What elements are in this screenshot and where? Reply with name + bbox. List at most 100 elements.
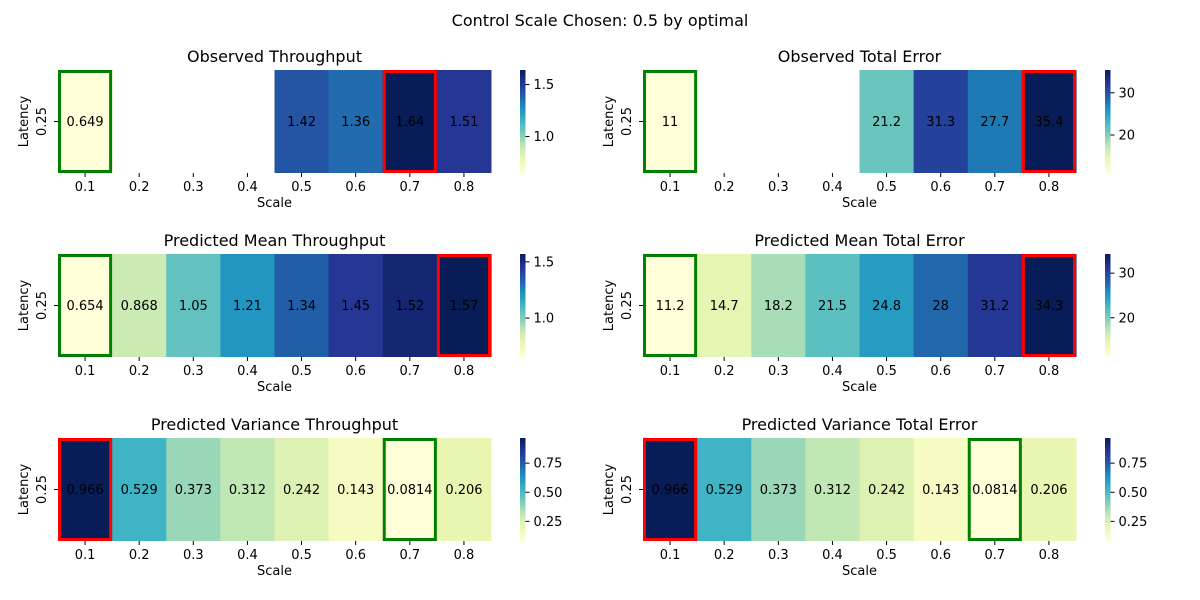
colorbar-segment [520, 346, 526, 350]
colorbar-segment [520, 136, 526, 141]
colorbar-segment [1105, 139, 1111, 143]
colorbar-segment [520, 486, 526, 491]
cell-value-label: 1.34 [287, 299, 316, 314]
figure-suptitle: Control Scale Chosen: 0.5 by optimal [452, 11, 749, 30]
cell-value-label: 1.21 [233, 299, 262, 314]
heatmap-cell [1021, 438, 1077, 541]
heatmap-cell [859, 438, 915, 541]
colorbar-segment [520, 85, 526, 89]
colorbar-segment [520, 341, 526, 345]
colorbar-segment [520, 154, 526, 159]
colorbar-segment [1105, 461, 1111, 465]
heatmap-panel: 11 21.2 31.3 27.7 35.4 Observed Total Error 0.… [602, 47, 1135, 211]
colorbar-segment [1105, 310, 1111, 314]
cell-value-label: 0.966 [66, 483, 103, 498]
colorbar-tick-label: 20 [1119, 311, 1136, 326]
colorbar-segment [1105, 354, 1111, 358]
panel-title: Predicted Mean Total Error [754, 231, 965, 250]
colorbar-segment [1105, 129, 1111, 133]
x-tick-label: 0.3 [183, 364, 204, 379]
heatmap-cell [697, 254, 752, 357]
heatmap-cell [913, 70, 969, 173]
colorbar-segment [1105, 149, 1111, 153]
colorbar-segment [1105, 136, 1111, 141]
heatmap-cell [112, 254, 167, 357]
colorbar-segment [520, 256, 526, 260]
colorbar-segment [1105, 466, 1111, 470]
colorbar-segment [1105, 254, 1111, 258]
heatmap-cell [1021, 70, 1077, 173]
colorbar-segment [1105, 448, 1111, 452]
colorbar-segment [1105, 328, 1111, 332]
colorbar-segment [1105, 486, 1111, 491]
x-tick-label: 0.1 [75, 548, 96, 563]
colorbar-segment [1105, 443, 1111, 447]
x-tick-label: 0.4 [237, 364, 258, 379]
colorbar-segment [520, 318, 526, 322]
heatmap-panel: 0.654 0.868 1.05 1.21 1.34 1.45 1.52 1.57 Predic… [17, 231, 554, 395]
colorbar-segment [1105, 463, 1111, 467]
colorbar-segment [520, 520, 526, 524]
colorbar-tick-label: 1.0 [534, 130, 555, 145]
heatmap-cell [913, 438, 969, 541]
colorbar-segment [1105, 111, 1111, 115]
colorbar-tick-label: 1.5 [534, 255, 555, 270]
colorbar-segment [520, 515, 526, 519]
colorbar-segment [520, 450, 526, 455]
colorbar-segment [520, 149, 526, 153]
x-axis-label: Scale [257, 196, 292, 211]
colorbar-segment [520, 142, 526, 146]
x-tick-label: 0.3 [768, 548, 789, 563]
colorbar-segment [520, 535, 526, 540]
colorbar-segment [520, 326, 526, 330]
colorbar-segment [520, 461, 526, 465]
colorbar-segment [520, 313, 526, 317]
colorbar-segment [1105, 349, 1111, 353]
colorbar-segment [1105, 100, 1111, 105]
heatmap-cell [643, 438, 698, 541]
heatmap-cell [382, 254, 438, 357]
panel-title: Observed Total Error [778, 47, 942, 66]
x-tick-label: 0.8 [454, 548, 475, 563]
heatmap-cell [1021, 254, 1077, 357]
y-tick-label: 0.25 [35, 475, 50, 504]
colorbar-segment [1105, 492, 1111, 496]
heatmap-cell [697, 438, 752, 541]
colorbar-segment [1105, 456, 1111, 460]
x-tick-label: 0.4 [822, 180, 843, 195]
x-tick-label: 0.5 [291, 548, 312, 563]
panel-title: Predicted Variance Throughput [151, 415, 398, 434]
x-axis-label: Scale [257, 564, 292, 579]
heatmap-cell [805, 438, 860, 541]
colorbar-segment [520, 440, 526, 444]
colorbar-segment [520, 338, 526, 343]
colorbar-segment [520, 507, 526, 511]
x-tick-label: 0.1 [75, 364, 96, 379]
colorbar-segment [1105, 98, 1111, 102]
colorbar-tick-label: 20 [1119, 129, 1136, 144]
colorbar-segment [520, 499, 526, 503]
colorbar-segment [520, 108, 526, 112]
colorbar-segment [1105, 152, 1111, 156]
colorbar-segment [520, 111, 526, 115]
heatmap-cell [382, 438, 438, 541]
colorbar-segment [520, 274, 526, 278]
max-highlight-box [643, 438, 698, 541]
colorbar-segment [520, 75, 526, 79]
colorbar-segment [520, 344, 526, 348]
max-highlight-box [1021, 254, 1076, 357]
y-axis-label: Latency [17, 96, 32, 148]
colorbar-segment [520, 77, 526, 81]
colorbar-segment [520, 259, 526, 263]
x-tick-label: 0.5 [291, 364, 312, 379]
x-tick-label: 0.3 [768, 364, 789, 379]
heatmap-cell [751, 438, 806, 541]
x-tick-label: 0.5 [291, 180, 312, 195]
colorbar-segment [1105, 315, 1111, 319]
colorbar-segment [1105, 445, 1111, 449]
x-axis-label: Scale [842, 380, 877, 395]
colorbar-segment [520, 308, 526, 312]
colorbar-segment [520, 476, 526, 480]
min-highlight-box [58, 70, 113, 173]
x-tick-label: 0.6 [345, 364, 366, 379]
